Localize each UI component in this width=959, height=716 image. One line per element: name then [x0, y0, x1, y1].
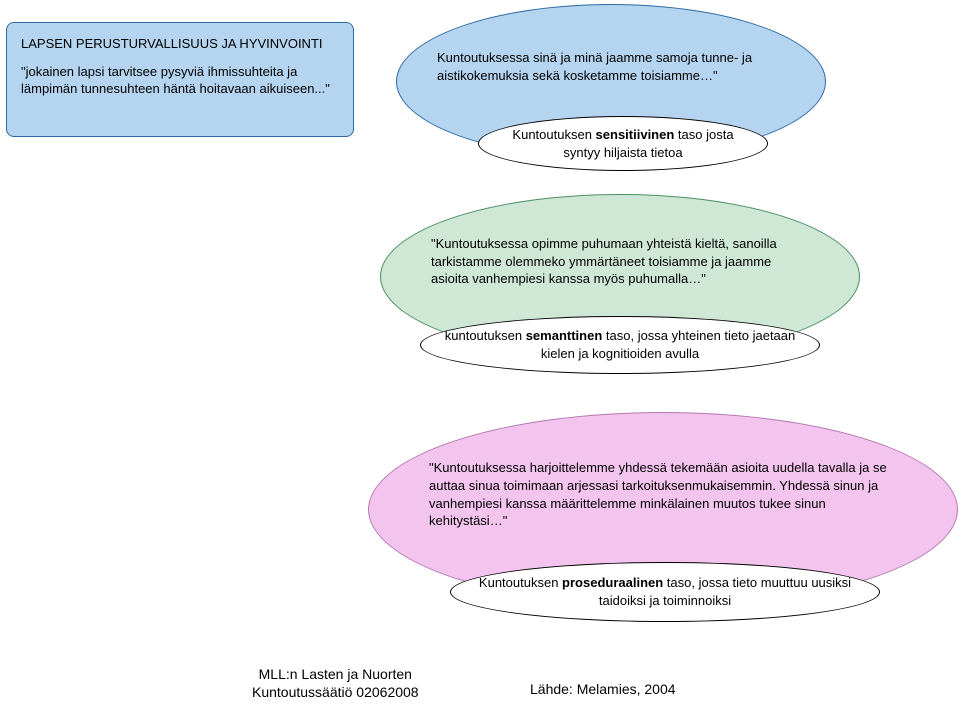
source-citation: Lähde: Melamies, 2004 — [530, 681, 676, 697]
sub-bubble-procedural: Kuntoutuksen proseduraalinen taso, jossa… — [450, 562, 880, 622]
sub-bubble-sensitive-text: Kuntoutuksen sensitiivinen taso josta sy… — [479, 126, 767, 161]
left-box-text: "jokainen lapsi tarvitsee pysyviä ihmiss… — [21, 63, 339, 98]
left-info-box: LAPSEN PERUSTURVALLISUUS JA HYVINVOINTI … — [6, 22, 354, 137]
bubble-procedural-text: "Kuntoutuksessa harjoittelemme yhdessä t… — [369, 459, 957, 529]
footer-credit: MLL:n Lasten ja Nuorten Kuntoutussäätiö … — [252, 665, 419, 701]
footer-line1: MLL:n Lasten ja Nuorten — [252, 665, 419, 683]
sub-bubble-procedural-text: Kuntoutuksen proseduraalinen taso, jossa… — [451, 574, 879, 609]
sub-bubble-semantic-text: kuntoutuksen semanttinen taso, jossa yht… — [421, 327, 819, 362]
sub-bubble-semantic: kuntoutuksen semanttinen taso, jossa yht… — [420, 316, 820, 374]
bubble-semantic-text: "Kuntoutuksessa opimme puhumaan yhteistä… — [381, 235, 859, 288]
bubble-sensitive-text: Kuntoutuksessa sinä ja minä jaamme samoj… — [397, 49, 825, 84]
left-box-title: LAPSEN PERUSTURVALLISUUS JA HYVINVOINTI — [21, 35, 339, 53]
sub-bubble-sensitive: Kuntoutuksen sensitiivinen taso josta sy… — [478, 116, 768, 171]
footer-line2: Kuntoutussäätiö 02062008 — [252, 683, 419, 701]
